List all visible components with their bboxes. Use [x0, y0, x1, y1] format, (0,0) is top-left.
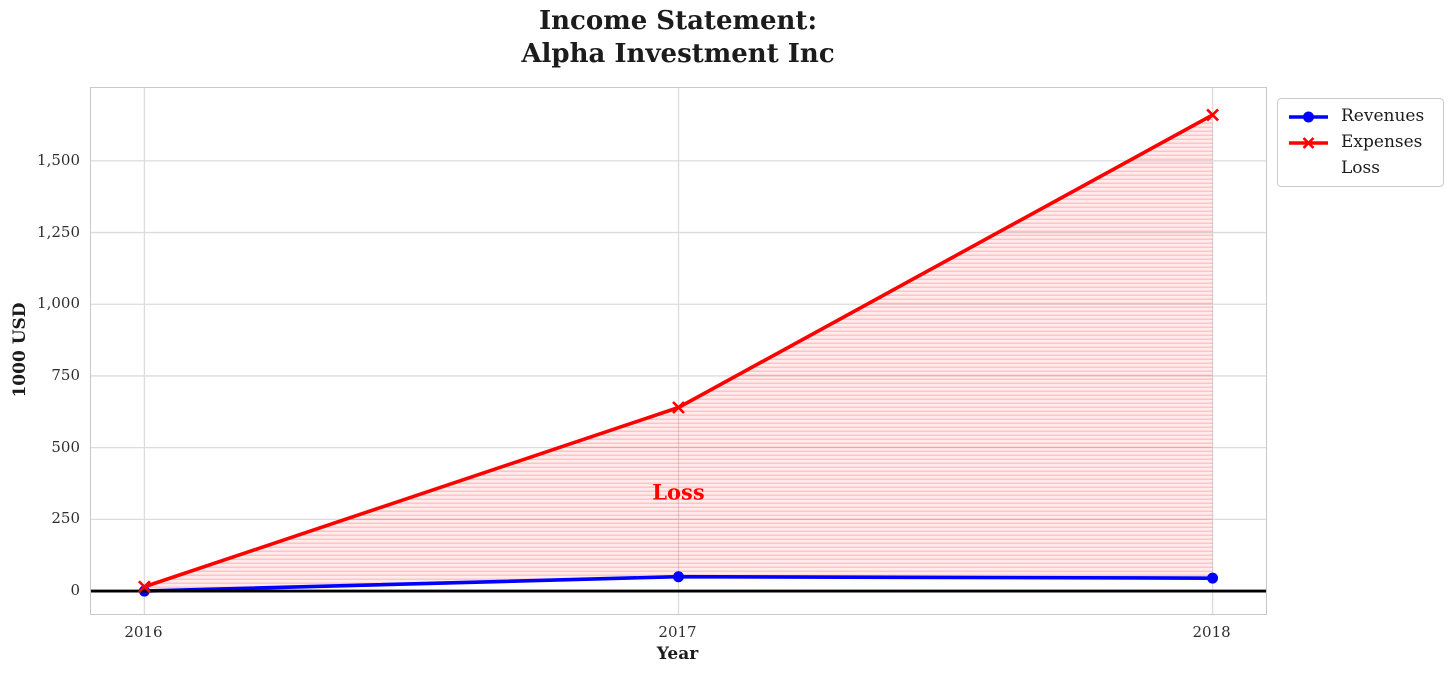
revenues-marker [673, 571, 684, 583]
loss-fill-area [144, 114, 1213, 592]
circle-marker-icon [1303, 111, 1314, 122]
x-axis-label: Year [656, 644, 699, 664]
chart-title-line2: Alpha Investment Inc [521, 39, 835, 69]
y-tick-label: 0 [70, 581, 80, 600]
expenses-marker [137, 580, 151, 594]
x-marker-icon [1302, 136, 1315, 149]
expenses-line-swatch [1287, 134, 1330, 152]
legend: Revenues Expenses Loss [1277, 98, 1444, 187]
x-tick-label: 2017 [658, 623, 697, 641]
loss-annotation: Loss [652, 479, 705, 505]
legend-item-expenses: Expenses [1287, 131, 1435, 154]
y-tick-label: 250 [51, 509, 80, 528]
chart-title-line1: Income Statement: [538, 6, 818, 36]
revenues-marker [1207, 572, 1219, 584]
legend-item-revenues: Revenues [1287, 105, 1435, 128]
x-axis-ticks: 2016 2017 2018 [90, 621, 1265, 645]
plot-area: Loss [90, 87, 1267, 615]
y-tick-label: 750 [51, 365, 80, 384]
y-tick-label: 1,250 [37, 222, 80, 241]
x-tick-label: 2016 [124, 623, 163, 641]
chart-title: Income Statement: Alpha Investment Inc [0, 5, 1356, 71]
legend-label-loss: Loss [1341, 158, 1380, 178]
revenues-line-swatch [1287, 108, 1330, 126]
y-tick-label: 500 [51, 437, 80, 456]
y-tick-label: 1,500 [37, 150, 80, 169]
y-axis-ticks: 0 250 500 750 1,000 1,250 1,500 [0, 87, 80, 613]
expenses-marker [1206, 108, 1220, 122]
y-tick-label: 1,000 [37, 294, 80, 313]
legend-label-expenses: Expenses [1341, 132, 1423, 152]
chart-plot-svg [91, 88, 1266, 614]
loss-hatch-swatch [1287, 160, 1330, 178]
x-tick-label: 2018 [1192, 623, 1231, 641]
legend-item-loss: Loss [1287, 157, 1435, 180]
legend-label-revenues: Revenues [1341, 106, 1425, 126]
expenses-marker [672, 401, 685, 414]
